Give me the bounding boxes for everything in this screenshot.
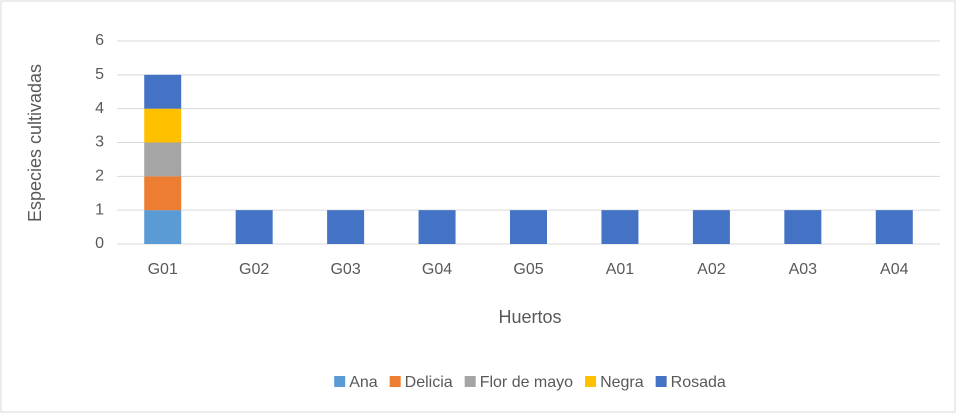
- y-tick-label: 4: [95, 100, 104, 117]
- legend-label: Ana: [349, 374, 378, 391]
- x-axis-label: Huertos: [498, 307, 561, 327]
- bar-segment: [601, 210, 639, 244]
- legend-swatch: [464, 376, 476, 387]
- bar-segment: [418, 210, 456, 244]
- y-tick-label: 1: [95, 201, 104, 218]
- bar-segment: [144, 142, 182, 177]
- legend-label: Rosada: [671, 374, 726, 391]
- legend-swatch: [655, 376, 667, 387]
- y-tick-label: 2: [95, 168, 104, 185]
- y-tick-label: 3: [95, 134, 104, 151]
- bar-segment: [144, 74, 182, 109]
- bar-segment: [875, 210, 913, 244]
- y-tick-label: 0: [95, 235, 104, 252]
- x-tick-label: A01: [606, 261, 635, 278]
- legend-swatch: [389, 376, 401, 387]
- legend-label: Negra: [600, 374, 644, 391]
- bar-segment: [144, 108, 182, 143]
- legend-swatch: [585, 376, 597, 387]
- x-tick-label: G01: [148, 261, 178, 278]
- bar-segment: [144, 176, 182, 211]
- bar-segment: [235, 210, 273, 244]
- x-tick-label: G03: [330, 261, 360, 278]
- bar-segment: [510, 210, 547, 244]
- y-axis-label: Especies cultivadas: [25, 64, 45, 222]
- x-tick-label: G05: [513, 261, 543, 278]
- legend-swatch: [334, 376, 346, 387]
- legend-label: Flor de mayo: [480, 374, 573, 391]
- y-tick-label: 5: [95, 66, 104, 83]
- x-tick-label: A03: [789, 261, 818, 278]
- x-tick-label: G02: [239, 261, 269, 278]
- x-tick-label: A04: [880, 261, 909, 278]
- bar-segment: [144, 210, 182, 244]
- y-tick-label: 6: [95, 32, 104, 49]
- bar-segment: [692, 210, 730, 244]
- x-tick-label: G04: [422, 261, 452, 278]
- bar-segment: [327, 210, 365, 244]
- x-tick-label: A02: [697, 261, 726, 278]
- legend-label: Delicia: [405, 374, 453, 391]
- bar-segment: [784, 210, 822, 244]
